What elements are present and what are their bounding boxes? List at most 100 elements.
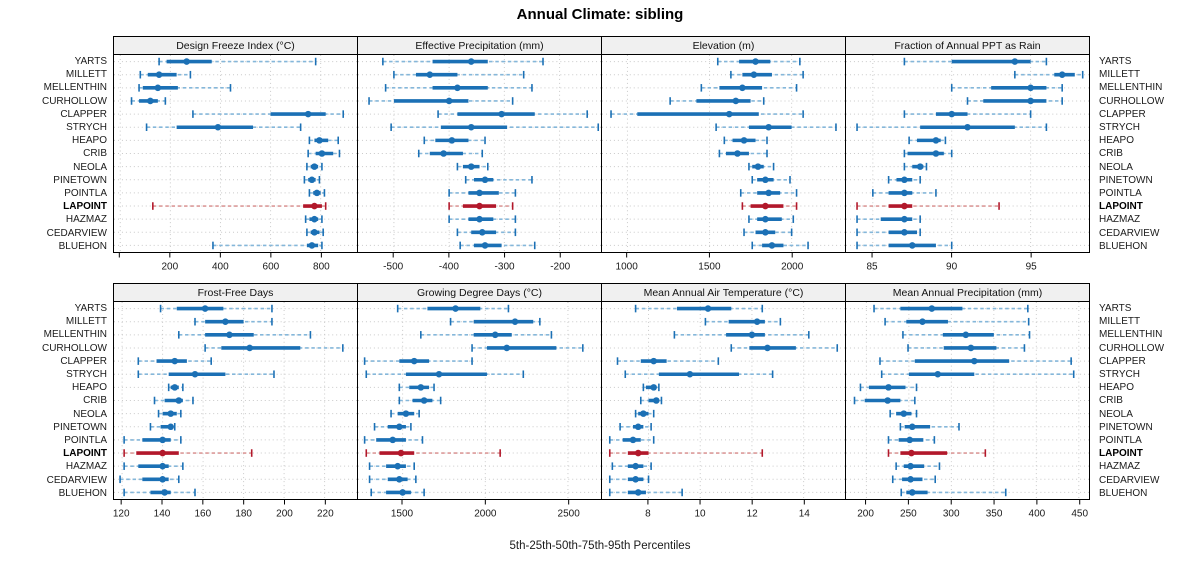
station-label: STRYCH bbox=[1099, 369, 1140, 381]
station-label: STRYCH bbox=[66, 122, 107, 134]
median-dot bbox=[764, 344, 771, 352]
median-dot bbox=[908, 489, 916, 496]
median-dot bbox=[191, 370, 199, 378]
median-dot bbox=[167, 423, 174, 431]
median-dot bbox=[481, 242, 489, 249]
station-label: CRIB bbox=[1099, 148, 1123, 160]
median-dot bbox=[396, 476, 403, 483]
median-dot bbox=[417, 384, 425, 391]
median-dot bbox=[768, 242, 776, 249]
station-label: CRIB bbox=[83, 148, 107, 160]
median-dot bbox=[908, 242, 916, 249]
plot-area bbox=[113, 302, 358, 500]
x-axis-svg: -500 -400 -300 -200 bbox=[383, 253, 571, 273]
median-dot bbox=[753, 318, 761, 325]
median-dot bbox=[901, 229, 908, 236]
median-dot bbox=[901, 176, 908, 184]
median-dot bbox=[932, 137, 940, 144]
median-dot bbox=[308, 176, 316, 184]
station-label: BLUEHON bbox=[1099, 240, 1148, 252]
station-label: NEOLA bbox=[1099, 161, 1133, 173]
median-dot bbox=[704, 305, 712, 312]
plot-svg bbox=[358, 302, 601, 499]
station-label: CRIB bbox=[83, 395, 107, 407]
tick-label: 12 bbox=[747, 509, 759, 520]
tick-label: 250 bbox=[900, 509, 917, 520]
station-label: CLAPPER bbox=[60, 108, 107, 120]
station-label: HAZMAZ bbox=[1099, 461, 1141, 473]
tick-label: -300 bbox=[495, 262, 515, 273]
tick-label: 120 bbox=[113, 509, 130, 520]
station-label: MILLETT bbox=[1099, 316, 1141, 328]
plot-area bbox=[357, 302, 602, 500]
station-label: YARTS bbox=[74, 303, 107, 315]
tick-label: 200 bbox=[857, 509, 874, 520]
tick-label: 95 bbox=[1026, 262, 1038, 273]
station-label: POINTLA bbox=[1099, 187, 1142, 199]
tick-label: 450 bbox=[1071, 509, 1088, 520]
median-dot bbox=[632, 476, 639, 483]
median-dot bbox=[650, 357, 657, 365]
tick-label: -400 bbox=[439, 262, 459, 273]
median-dot bbox=[901, 189, 908, 197]
station-label: YARTS bbox=[1099, 303, 1132, 315]
panels-container: Frost-Free Days 120 140 160 180 200 220 Growing… bbox=[113, 283, 1093, 524]
median-dot bbox=[740, 137, 748, 144]
median-dot bbox=[402, 410, 410, 417]
station-label: CURHOLLOW bbox=[41, 95, 107, 107]
plot-svg bbox=[114, 302, 357, 499]
station-label: MILLETT bbox=[65, 69, 107, 81]
median-dot bbox=[634, 449, 642, 457]
tick-label: 1500 bbox=[698, 262, 721, 273]
x-axis: -500 -400 -300 -200 bbox=[357, 253, 602, 277]
station-label: BLUEHON bbox=[58, 240, 107, 252]
median-dot bbox=[629, 436, 637, 444]
median-dot bbox=[1027, 97, 1034, 105]
station-labels-right: YARTS MILLETT MELLENTHIN CURHOLLOW CLAPPER ST… bbox=[1093, 283, 1200, 524]
station-label: CEDARVIEW bbox=[1099, 227, 1160, 239]
tick-label: 300 bbox=[943, 509, 960, 520]
median-dot bbox=[491, 331, 499, 339]
station-label: NEOLA bbox=[1099, 408, 1133, 420]
median-dot bbox=[762, 215, 769, 223]
x-axis-svg: 200 400 600 800 bbox=[118, 253, 330, 273]
median-dot bbox=[308, 242, 316, 249]
station-label: HAZMAZ bbox=[65, 461, 107, 473]
x-axis: 200 250 300 350 400 450 bbox=[845, 500, 1090, 524]
chart-title: Annual Climate: sibling bbox=[516, 6, 684, 23]
median-dot bbox=[201, 305, 209, 312]
median-dot bbox=[420, 397, 428, 404]
median-dot bbox=[304, 110, 312, 118]
median-dot bbox=[445, 97, 453, 105]
median-dot bbox=[410, 357, 418, 365]
median-dot bbox=[147, 97, 154, 105]
tick-label: 200 bbox=[161, 262, 178, 273]
median-dot bbox=[967, 344, 975, 352]
median-dot bbox=[739, 84, 746, 92]
median-dot bbox=[908, 423, 916, 431]
median-dot bbox=[686, 370, 694, 378]
median-dot bbox=[154, 84, 162, 92]
station-label: HAZMAZ bbox=[1099, 214, 1141, 226]
station-label: YARTS bbox=[1099, 56, 1132, 68]
median-dot bbox=[732, 97, 740, 105]
station-label: HEAPO bbox=[71, 135, 107, 147]
station-label: CLAPPER bbox=[1099, 355, 1146, 367]
station-label: BLUEHON bbox=[58, 487, 107, 499]
x-axis: 1000 1500 2000 bbox=[601, 253, 846, 277]
panel-strip-title: Growing Degree Days (°C) bbox=[357, 283, 602, 302]
median-dot bbox=[161, 489, 168, 496]
plot-svg bbox=[846, 302, 1089, 499]
station-label: CRIB bbox=[1099, 395, 1123, 407]
median-dot bbox=[1027, 84, 1034, 92]
station-label: PINETOWN bbox=[53, 421, 107, 433]
station-label: CURHOLLOW bbox=[1099, 342, 1165, 354]
median-dot bbox=[481, 176, 489, 184]
median-dot bbox=[916, 163, 924, 170]
median-dot bbox=[397, 449, 405, 457]
panel-row-bottom: YARTS MILLETT MELLENTHIN CURHOLLOW CLAPPER ST… bbox=[0, 283, 1200, 524]
station-label: PINETOWN bbox=[1099, 421, 1153, 433]
panel: Fraction of Annual PPT as Rain 85 90 95 bbox=[845, 36, 1090, 277]
median-dot bbox=[426, 71, 434, 78]
